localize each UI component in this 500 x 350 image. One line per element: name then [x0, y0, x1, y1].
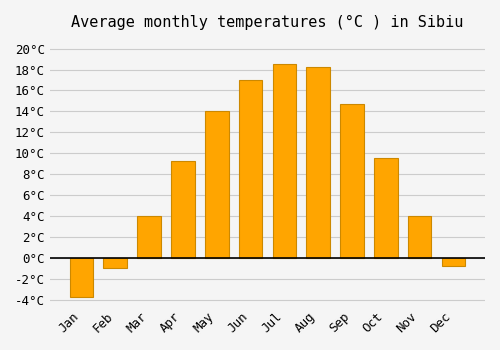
Bar: [205, 111, 229, 258]
Title: Average monthly temperatures (°C ) in Sibiu: Average monthly temperatures (°C ) in Si…: [71, 15, 464, 30]
Bar: [138, 216, 161, 258]
Bar: [374, 159, 398, 258]
Bar: [340, 104, 364, 258]
Bar: [171, 161, 194, 258]
Bar: [70, 258, 94, 297]
Bar: [306, 68, 330, 258]
Bar: [408, 216, 432, 258]
Bar: [104, 258, 127, 268]
Bar: [272, 64, 296, 258]
Bar: [238, 80, 262, 258]
Bar: [442, 258, 465, 266]
